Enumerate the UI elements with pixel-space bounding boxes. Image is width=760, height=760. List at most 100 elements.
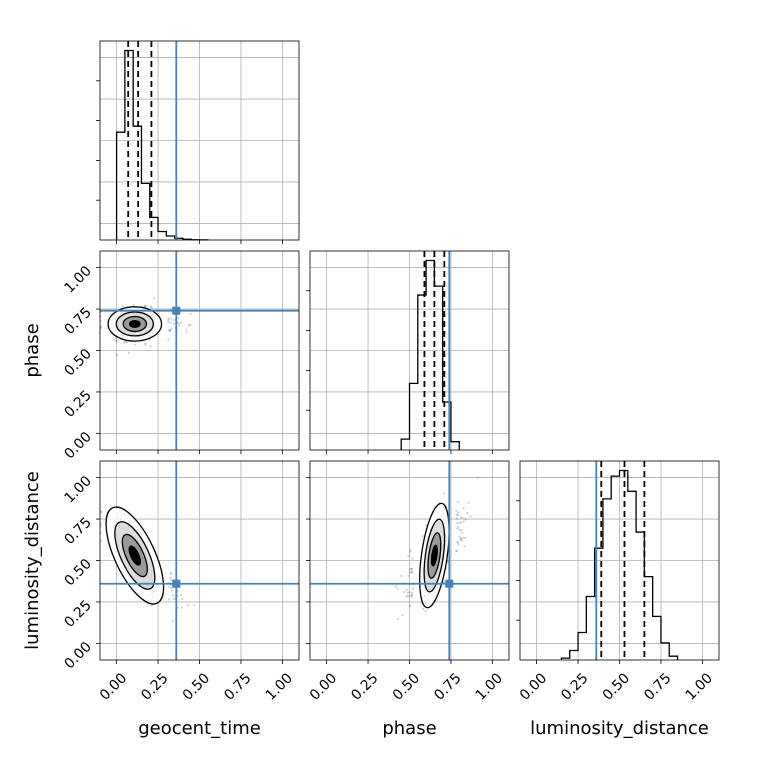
- sample-point: [400, 574, 403, 577]
- sample-point: [464, 518, 467, 521]
- sample-point: [463, 545, 466, 548]
- sample-point: [410, 568, 413, 571]
- sample-point: [460, 536, 463, 539]
- sample-point: [144, 304, 147, 307]
- sample-point: [422, 607, 425, 611]
- sample-point: [185, 328, 188, 331]
- sample-point: [169, 321, 172, 324]
- sample-point: [424, 610, 427, 613]
- y-tick-label: 0.00: [61, 429, 94, 462]
- hist-panel-phase: [306, 250, 510, 454]
- sample-point: [179, 322, 182, 325]
- x-tick-label: 0.75: [221, 670, 254, 703]
- histogram-step: [115, 49, 209, 241]
- sample-point: [408, 604, 411, 608]
- sample-point: [457, 543, 460, 546]
- sample-point: [455, 513, 458, 516]
- sample-point: [411, 570, 414, 573]
- sample-point: [461, 516, 464, 520]
- sample-point: [193, 604, 196, 607]
- sample-point: [170, 589, 173, 593]
- sample-point: [476, 476, 479, 479]
- sample-point: [125, 341, 128, 344]
- x-tick-label: 1.00: [263, 670, 296, 703]
- sample-point: [132, 303, 135, 307]
- sample-point: [144, 342, 147, 345]
- sample-point: [100, 524, 103, 527]
- sample-point: [411, 587, 414, 590]
- y-tick-label: 0.75: [61, 515, 94, 548]
- sample-point: [461, 531, 464, 534]
- sample-point: [456, 525, 460, 529]
- x-tick-label: 1.00: [683, 670, 716, 703]
- x-axis-label-phase: phase: [382, 718, 436, 739]
- sample-point: [178, 324, 181, 327]
- x-tick-label: 0.50: [180, 670, 213, 703]
- sample-point: [187, 603, 190, 607]
- sample-point: [460, 521, 463, 524]
- sample-point: [189, 323, 192, 327]
- hist-panel-luminosity-distance: 0.00 0.25 0.50 0.75 1.00: [516, 460, 720, 704]
- panel-frame: [99, 460, 300, 661]
- panel-frame: [519, 460, 720, 661]
- sample-point: [152, 297, 156, 300]
- x-tick-label: 0.00: [97, 670, 130, 703]
- x-tick-label: 1.00: [473, 670, 506, 703]
- sample-point: [401, 614, 404, 617]
- sample-point: [469, 515, 472, 518]
- sample-point: [144, 344, 147, 347]
- sample-point: [100, 511, 103, 514]
- sample-point: [113, 338, 116, 341]
- sample-point: [167, 598, 170, 601]
- sample-point: [406, 591, 409, 594]
- sample-point: [100, 325, 103, 328]
- sample-point: [187, 324, 191, 327]
- y-axis-label-phase: phase: [22, 323, 43, 377]
- sample-point: [407, 574, 410, 577]
- sample-point: [457, 511, 460, 514]
- contour-level: [128, 319, 141, 328]
- sample-point: [459, 537, 462, 541]
- sample-point: [133, 343, 137, 346]
- sample-point: [459, 539, 462, 542]
- sample-point: [144, 304, 147, 308]
- sample-point: [403, 590, 406, 594]
- sample-point: [171, 594, 175, 597]
- sample-point: [149, 345, 152, 348]
- sample-point: [169, 329, 172, 332]
- sample-point: [170, 587, 173, 590]
- x-axis-label-geocent-time: geocent_time: [138, 718, 261, 739]
- sample-point: [459, 515, 463, 519]
- histogram-step: [400, 259, 460, 450]
- hist-panel-geocent-time: [96, 40, 300, 244]
- sample-point: [150, 306, 153, 309]
- sample-point: [167, 319, 170, 322]
- sample-point: [446, 560, 449, 564]
- contour-level: [128, 545, 142, 566]
- sample-point: [458, 521, 461, 524]
- sample-point: [421, 535, 424, 538]
- sample-point: [115, 340, 118, 343]
- sample-point: [409, 567, 412, 571]
- sample-point: [169, 576, 172, 579]
- sample-point: [394, 585, 398, 588]
- sample-point: [167, 321, 170, 324]
- sample-point: [456, 527, 459, 530]
- sample-point: [455, 522, 459, 525]
- histogram-step: [560, 469, 679, 660]
- sample-point: [405, 588, 408, 591]
- sample-point: [460, 529, 463, 532]
- sample-point: [456, 541, 459, 544]
- sample-point: [466, 511, 469, 515]
- sample-point: [411, 557, 414, 560]
- x-tick-label: 0.00: [517, 670, 550, 703]
- sample-point: [168, 329, 171, 332]
- sample-point: [443, 492, 446, 495]
- sample-point: [168, 329, 171, 332]
- sample-point: [167, 317, 170, 320]
- sample-point: [462, 536, 465, 539]
- panel-frame: [99, 250, 300, 451]
- x-axis-label-luminosity-distance: luminosity_distance: [530, 718, 709, 739]
- sample-point: [185, 331, 188, 334]
- panel-frame: [309, 460, 510, 661]
